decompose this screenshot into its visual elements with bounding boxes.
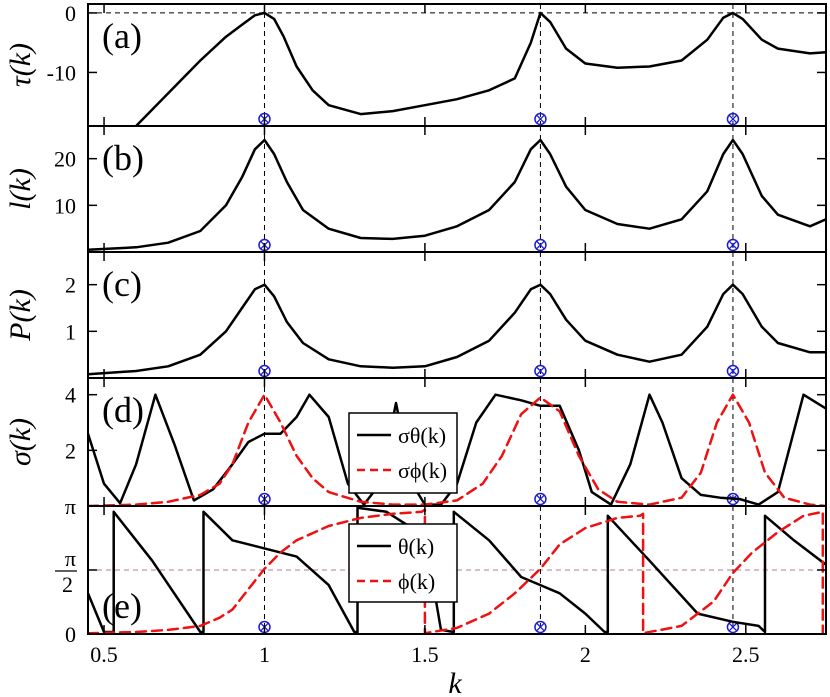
legend-label: σϕ(k) [398,458,447,483]
panel-label: (b) [102,138,144,178]
y-tick-label: 0 [65,1,76,26]
panel-a: 0 -10 (a) τ(k) [4,1,827,127]
y-axis-label: τ(k) [4,43,37,87]
resonance-marker [534,492,547,506]
resonance-marker [534,238,547,252]
y-axis-label: l(k) [4,168,37,210]
panel-label: (d) [102,390,144,430]
panel-frame [87,3,827,127]
y-tick-label: π [65,546,76,571]
panel-label: (e) [102,586,142,626]
resonance-marker-cross [728,240,738,250]
legend-box [348,523,458,603]
y-tick-label: 20 [54,147,76,172]
resonance-marker [726,238,740,252]
y-tick-label: 2 [65,438,76,463]
legend-e: θ(k) ϕ(k) [348,523,458,603]
panel-b: 10 20 (b) l(k) [4,125,827,253]
panel-frame [87,251,827,379]
y-axis-label: P(k) [4,289,37,342]
y-tick-label: π [65,494,76,519]
panel-label: (c) [102,264,142,304]
legend-d: σθ(k) σϕ(k) [348,412,458,494]
panel-label: (a) [102,16,142,56]
panel-frame [87,125,827,253]
resonance-marker-cross [728,114,738,124]
resonance-marker-cross [536,494,545,504]
x-axis-label: k [448,667,462,697]
series-group [88,138,826,251]
y-tick-label: 0 [65,622,76,647]
resonance-marker-cross [536,622,545,632]
resonance-marker [534,112,547,126]
resonance-marker-cross [536,366,545,376]
series-line [88,508,825,634]
legend-label: θ(k) [398,534,434,559]
y-tick-label: 10 [54,193,76,218]
y-tick-label: 2 [65,273,76,298]
legend-label: σθ(k) [398,423,446,448]
series-line [88,138,826,251]
x-tick-label: 2 [580,642,591,667]
resonance-marker [726,112,740,126]
series-line [88,393,826,506]
series-group [88,283,826,376]
x-axis: 0.5 1 1.5 2 2.5 k [90,642,759,697]
legend-label: ϕ(k) [398,569,435,594]
resonance-marker-cross [536,240,545,250]
x-tick-label: 0.5 [90,642,118,667]
legend-box [348,412,458,494]
panel-c: 1 2 (c) P(k) [4,251,827,379]
resonance-marker-cross [728,366,738,376]
resonance-marker [726,364,740,378]
x-tick-label: 1.5 [411,642,439,667]
series-line [88,283,826,376]
x-tick-label: 2.5 [732,642,760,667]
resonance-marker [534,620,547,634]
y-tick-label: -10 [47,60,76,85]
y-axis-label: σ(k) [4,418,37,466]
series-group [88,506,826,634]
panel-d: 2 4 (d) σ(k) σθ(k) σϕ(k) [4,377,827,507]
y-tick-label: 1 [65,319,76,344]
x-tick-label: 1 [259,642,270,667]
resonance-marker-cross [536,114,545,124]
y-tick-label: 4 [65,383,76,408]
y-tick-label: 2 [62,572,73,597]
series-line [88,506,826,634]
series-group [88,393,826,506]
series-line [88,393,826,506]
series-group [134,11,826,126]
resonance-marker [534,364,547,378]
series-line [134,11,826,126]
resonance-marker-cross [728,622,738,632]
